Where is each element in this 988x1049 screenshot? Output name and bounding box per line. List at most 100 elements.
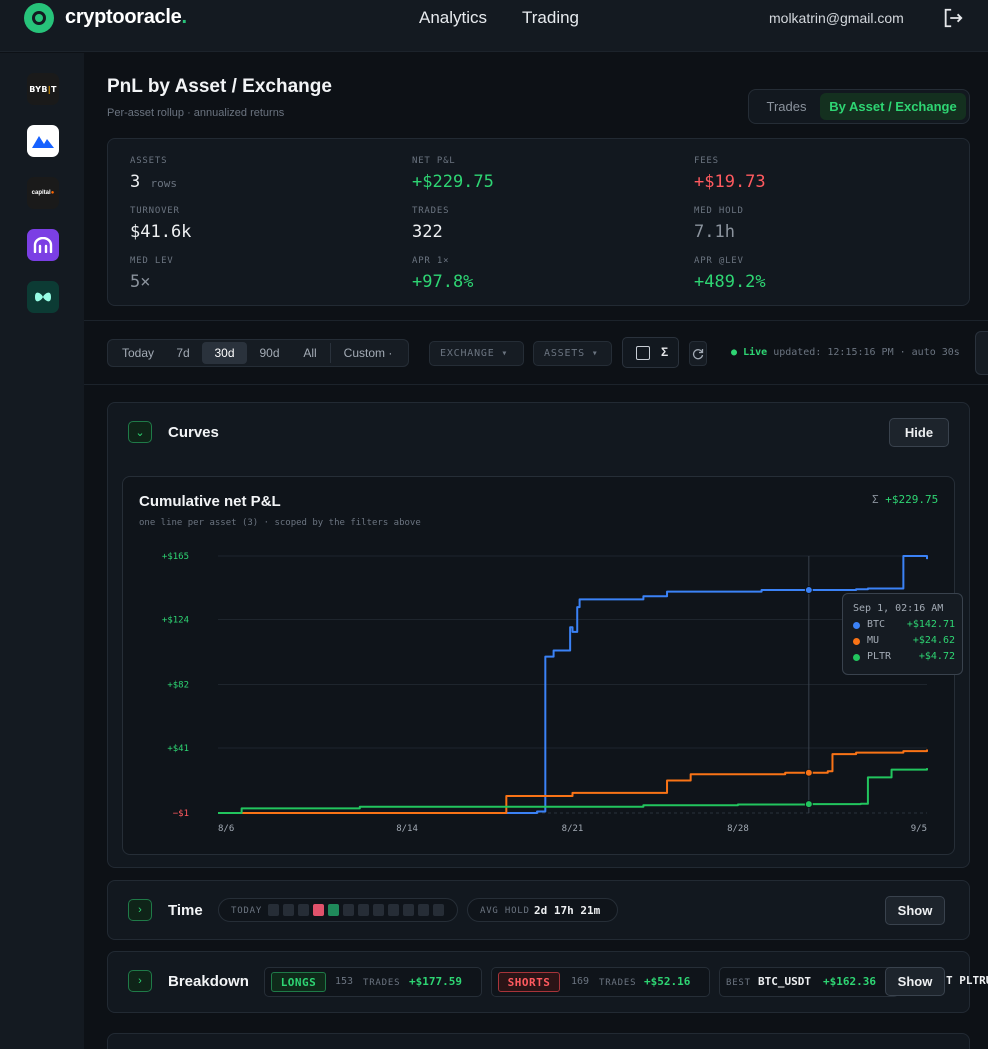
- bybit-icon[interactable]: BYB|T: [27, 73, 59, 105]
- range-90d[interactable]: 90d: [259, 346, 280, 360]
- tooltip-row: PLTR +$4.72: [853, 651, 955, 665]
- legend-dot-icon: [853, 622, 860, 629]
- refresh-button[interactable]: [689, 341, 707, 366]
- today-cell[interactable]: [403, 904, 414, 916]
- today-cell[interactable]: [328, 904, 339, 916]
- stat-turnover: $41.6k: [130, 222, 192, 242]
- today-cell[interactable]: [388, 904, 399, 916]
- divider: [84, 320, 988, 321]
- chart-tooltip: Sep 1, 02:16 AM BTC +$142.71 MU +$24.62 …: [842, 593, 963, 675]
- exchange-sidebar: BYB|T capital●: [0, 53, 84, 1049]
- divider: [84, 384, 988, 385]
- logout-icon[interactable]: [942, 7, 964, 29]
- x-tick-label: 9/5: [911, 824, 927, 834]
- series-line-pltr: [218, 768, 928, 814]
- curves-collapse-chevron-icon[interactable]: ⌄: [128, 421, 152, 443]
- curves-title: Curves: [168, 424, 219, 441]
- range-7d[interactable]: 7d: [176, 346, 190, 360]
- worst-chip-partial: T PLTRUS: [946, 974, 988, 987]
- avg-hold-chip: AVG HOLD 2d 17h 21m: [467, 898, 618, 922]
- x-tick-label: 8/21: [562, 824, 584, 834]
- chart-card: Cumulative net P&L one line per asset (3…: [122, 476, 955, 855]
- stat-label: MED LEV: [130, 256, 174, 266]
- capital-com-icon[interactable]: capital●: [27, 177, 59, 209]
- logo-icon[interactable]: [24, 3, 54, 33]
- time-expand-chevron-icon[interactable]: ›: [128, 899, 152, 921]
- edge-button[interactable]: [975, 331, 988, 375]
- stat-trades: 322: [412, 222, 443, 242]
- today-cell[interactable]: [298, 904, 309, 916]
- stats-card: ASSETS 3 rows NET P&L +$229.75 FEES +$19…: [107, 138, 970, 306]
- stat-label: TURNOVER: [130, 206, 180, 216]
- tab-by-asset-exchange[interactable]: By Asset / Exchange: [820, 93, 966, 120]
- today-cell[interactable]: [283, 904, 294, 916]
- nav-trading[interactable]: Trading: [522, 8, 580, 27]
- shorts-chip: SHORTS 169 TRADES +$52.16: [491, 967, 710, 997]
- today-cell[interactable]: [268, 904, 279, 916]
- chart-title: Cumulative net P&L: [139, 493, 281, 510]
- today-cell[interactable]: [418, 904, 429, 916]
- today-cell[interactable]: [373, 904, 384, 916]
- stat-med-hold: 7.1h: [694, 222, 735, 242]
- today-cell[interactable]: [358, 904, 369, 916]
- hover-point-mu: [804, 768, 813, 777]
- exchange-dropdown[interactable]: EXCHANGE ▾: [429, 341, 524, 366]
- stat-label: APR @LEV: [694, 256, 744, 266]
- sigma-label: Σ: [661, 345, 669, 359]
- tooltip-row: BTC +$142.71: [853, 619, 955, 633]
- page-title: PnL by Asset / Exchange: [107, 76, 332, 97]
- y-tick-label: +$124: [162, 615, 189, 625]
- mexc-icon[interactable]: [27, 125, 59, 157]
- tooltip-row: MU +$24.62: [853, 635, 955, 649]
- live-status: ● Live updated: 12:15:16 PM · auto 30s: [731, 347, 960, 358]
- stat-apr-lev: +489.2%: [694, 272, 766, 292]
- curves-hide-button[interactable]: Hide: [889, 418, 949, 447]
- tab-trades[interactable]: Trades: [766, 99, 807, 114]
- refresh-icon: [692, 348, 704, 359]
- longs-chip: LONGS 153 TRADES +$177.59: [264, 967, 482, 997]
- breakdown-expand-chevron-icon[interactable]: ›: [128, 970, 152, 992]
- legend-dot-icon: [853, 654, 860, 661]
- series-line-btc: [218, 555, 928, 814]
- tooltip-title: Sep 1, 02:16 AM: [853, 603, 944, 614]
- page-subtitle: Per-asset rollup · annualized returns: [107, 107, 285, 119]
- today-cell[interactable]: [343, 904, 354, 916]
- stat-net-pnl: +$229.75: [412, 172, 494, 192]
- top-bar: cryptooracle. Analytics Trading molkatri…: [0, 0, 988, 52]
- view-toggle: Trades By Asset / Exchange: [748, 89, 970, 124]
- stat-label: NET P&L: [412, 156, 456, 166]
- time-show-button[interactable]: Show: [885, 896, 945, 925]
- table-panel-partial: [107, 1033, 970, 1049]
- kraken-icon[interactable]: [27, 229, 59, 261]
- hyperliquid-icon[interactable]: [27, 281, 59, 313]
- hover-point-btc: [804, 586, 813, 595]
- today-cell[interactable]: [433, 904, 444, 916]
- best-pnl: +$162.36: [823, 975, 876, 988]
- stat-label: FEES: [694, 156, 719, 166]
- range-today[interactable]: Today: [121, 346, 155, 360]
- chart-subtitle: one line per asset (3) · scoped by the f…: [139, 518, 421, 528]
- pnl-line-chart[interactable]: +$165 +$124 +$82 +$41 −$1 8/6 8/14 8/21 8/28 9/5: [123, 477, 956, 856]
- sum-checkbox[interactable]: [636, 346, 650, 360]
- user-email[interactable]: molkatrin@gmail.com: [769, 10, 904, 26]
- y-tick-label: +$165: [162, 552, 189, 562]
- x-tick-label: 8/6: [218, 824, 234, 834]
- range-custom[interactable]: Custom ·: [343, 346, 393, 360]
- sum-toggle[interactable]: Σ: [622, 337, 679, 368]
- brand-name[interactable]: cryptooracle.: [65, 6, 187, 28]
- time-title: Time: [168, 902, 203, 919]
- range-all[interactable]: All: [303, 346, 317, 360]
- hover-point-pltr: [804, 800, 813, 809]
- assets-dropdown[interactable]: ASSETS ▾: [533, 341, 612, 366]
- y-tick-label: −$1: [173, 809, 189, 819]
- today-cell[interactable]: [313, 904, 324, 916]
- nav-analytics[interactable]: Analytics: [419, 8, 488, 27]
- stat-label: ASSETS: [130, 156, 168, 166]
- stat-label: APR 1×: [412, 256, 450, 266]
- breakdown-show-button[interactable]: Show: [885, 967, 945, 996]
- stat-label: MED HOLD: [694, 206, 744, 216]
- range-30d[interactable]: 30d: [202, 342, 247, 364]
- legend-dot-icon: [853, 638, 860, 645]
- y-tick-label: +$82: [167, 681, 189, 691]
- chart-total: Σ +$229.75: [872, 493, 939, 506]
